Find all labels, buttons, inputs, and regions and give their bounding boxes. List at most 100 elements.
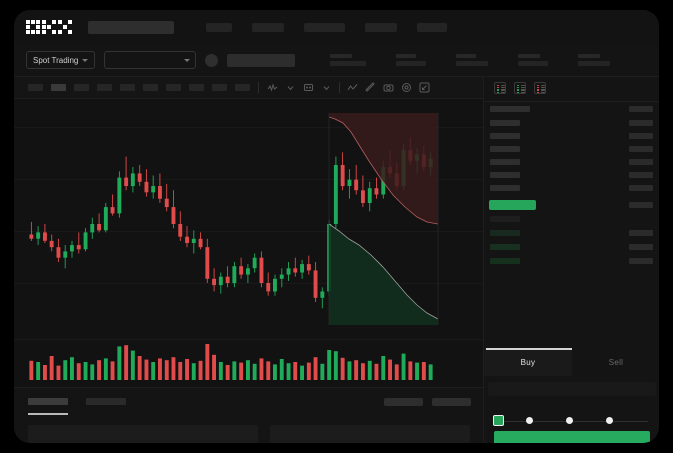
mode-bar (537, 86, 539, 89)
template-icon[interactable] (303, 82, 314, 93)
orderbook-ask-qty (629, 133, 653, 139)
stat-value (396, 61, 427, 66)
mode-line (500, 86, 505, 89)
price-chart[interactable] (14, 99, 483, 339)
nav-item-3[interactable] (304, 22, 345, 32)
chevron-down-icon[interactable] (285, 82, 296, 93)
mode-line (540, 86, 545, 89)
search-input[interactable] (88, 20, 174, 34)
stepper-dot[interactable] (606, 417, 613, 424)
stat-change (396, 54, 427, 66)
timeframe-list (28, 84, 250, 91)
orders-placeholder-left (28, 425, 258, 443)
mode-bar (537, 84, 539, 87)
settings-icon[interactable] (401, 82, 412, 93)
stepper-dot[interactable] (526, 417, 533, 424)
timeframe-chip-6[interactable] (166, 84, 181, 91)
tab-buy[interactable]: Buy (484, 348, 572, 376)
coin-avatar (205, 53, 219, 67)
bottom-action-1[interactable] (384, 398, 423, 406)
timeframe-chip-8[interactable] (212, 84, 227, 91)
okx-logo-glyph-0 (26, 20, 40, 34)
orderbook-mode-bids[interactable] (514, 82, 526, 94)
fullscreen-icon[interactable] (419, 82, 430, 93)
line-chart-icon[interactable] (347, 82, 358, 93)
mode-bar (537, 89, 539, 91)
app-screen: Spot Trading (14, 10, 659, 443)
okx-logo[interactable] (26, 20, 72, 34)
timeframe-chip-1[interactable] (51, 84, 66, 91)
stat-value (330, 61, 367, 66)
volume-chart (14, 339, 483, 387)
bottom-tab-order-history[interactable] (86, 398, 126, 405)
stat-label (518, 54, 541, 58)
timeframe-chip-2[interactable] (74, 84, 89, 91)
orderbook-ask-price[interactable] (490, 133, 520, 139)
orderbook-bid-qty (629, 244, 653, 250)
bottom-tab-open-orders[interactable] (28, 398, 68, 405)
orderbook-mode-asks[interactable] (534, 82, 546, 94)
stat-last-price (330, 54, 367, 66)
orderbook-ask-price[interactable] (490, 185, 520, 191)
orderbook-mode-toggles (494, 82, 546, 94)
mode-line (500, 91, 505, 94)
nav-item-1[interactable] (206, 22, 232, 32)
orderbook-bid-price[interactable] (490, 258, 520, 264)
indicators-icon[interactable] (267, 82, 278, 93)
orderbook-ask-price[interactable] (490, 146, 520, 152)
tab-sell[interactable]: Sell (608, 357, 624, 367)
stat-label (330, 54, 353, 58)
bottom-action-2[interactable] (432, 398, 471, 406)
depth-chart (328, 113, 439, 325)
orders-panel (14, 387, 483, 443)
timeframe-chip-0[interactable] (28, 84, 43, 91)
primary-cta-button[interactable] (494, 431, 650, 443)
onboarding-stepper (484, 407, 659, 437)
top-header (14, 10, 659, 44)
orderbook-bid-qty (629, 258, 653, 264)
timeframe-chip-4[interactable] (120, 84, 135, 91)
stepper-dot-active[interactable] (493, 415, 504, 426)
nav-item-5[interactable] (417, 22, 447, 32)
stat-label (456, 54, 477, 58)
orderbook-ask-qty (629, 106, 653, 112)
timeframe-chip-3[interactable] (97, 84, 112, 91)
timeframe-chip-9[interactable] (235, 84, 250, 91)
orderbook-ask-qty (629, 172, 653, 178)
stepper-line (498, 421, 648, 422)
order-field-price[interactable] (488, 382, 656, 396)
mode-bar (497, 91, 499, 94)
trading-mode-label: Spot Trading (33, 55, 79, 65)
nav-item-4[interactable] (365, 22, 397, 32)
orderbook-mode-both[interactable] (494, 82, 506, 94)
orderbook-bid-price[interactable] (490, 244, 520, 250)
orderbook-ask-price[interactable] (490, 106, 530, 112)
orderbook-last-price[interactable] (489, 200, 536, 210)
stepper-dot[interactable] (566, 417, 573, 424)
chart-gridline (14, 283, 483, 284)
mode-bar (497, 89, 499, 91)
orderbook-bid-price[interactable] (490, 230, 520, 236)
nav-item-2[interactable] (252, 22, 284, 32)
stat-label (396, 54, 417, 58)
mode-bar (517, 89, 519, 91)
orderbook-ask-price[interactable] (490, 120, 520, 126)
mode-line (540, 89, 545, 91)
orderbook-bid-price[interactable] (490, 216, 520, 222)
trading-mode-selector[interactable]: Spot Trading (26, 51, 96, 69)
chevron-down-icon[interactable] (321, 82, 332, 93)
orderbook-ask-price[interactable] (490, 159, 520, 165)
chevron-down-icon (184, 58, 191, 62)
orderbook-ask-qty (629, 159, 653, 165)
ruler-icon[interactable] (365, 82, 376, 93)
last-price-display (227, 53, 296, 67)
timeframe-chip-5[interactable] (143, 84, 158, 91)
stat-label (578, 54, 601, 58)
active-order-tab-underline (486, 348, 572, 350)
camera-icon[interactable] (383, 82, 394, 93)
timeframe-chip-7[interactable] (189, 84, 204, 91)
chart-toolbar (14, 77, 483, 99)
orderbook-ask-price[interactable] (490, 172, 520, 178)
pair-selector[interactable] (104, 51, 197, 69)
stat-value (578, 61, 611, 66)
